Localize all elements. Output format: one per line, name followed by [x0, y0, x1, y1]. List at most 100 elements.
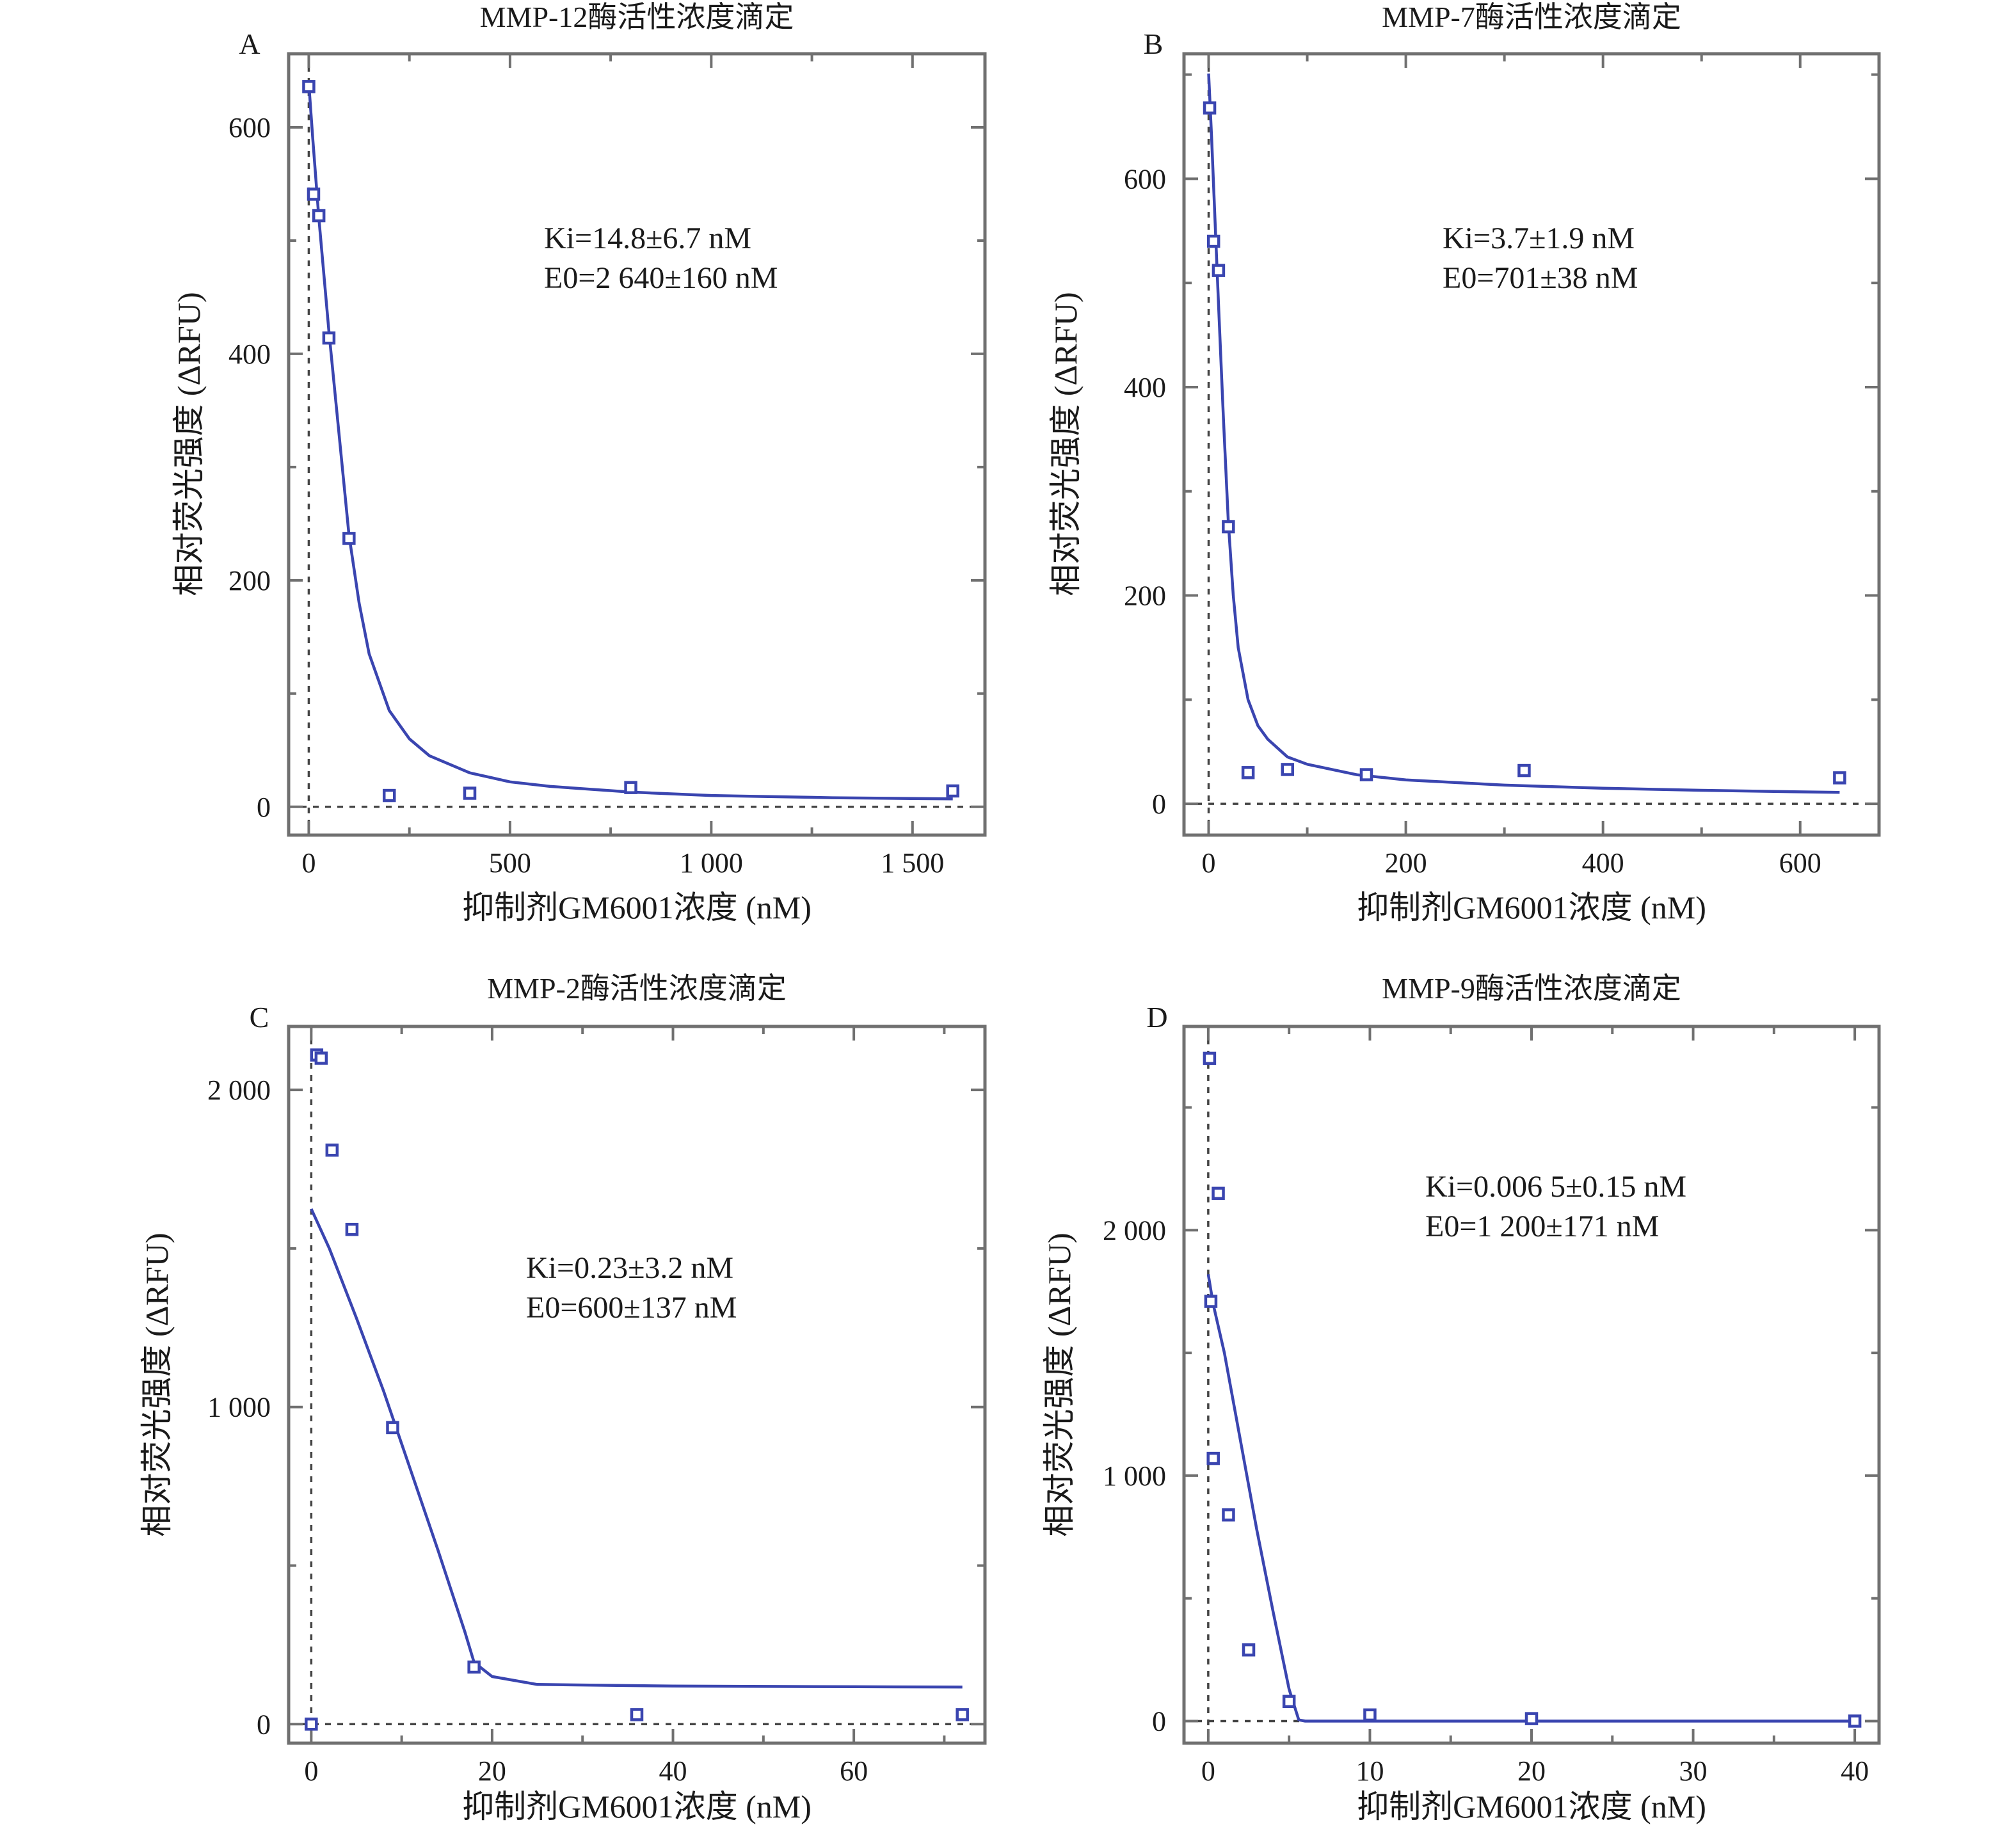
- y-tick-label: 1 000: [207, 1392, 271, 1423]
- x-tick-label: 0: [304, 1755, 318, 1787]
- data-point: [463, 786, 477, 800]
- data-point: [624, 781, 637, 794]
- y-tick-label: 0: [257, 1709, 271, 1740]
- y-axis-label: 相对荧光强度 (ΔRFU): [171, 292, 207, 596]
- fit-curve: [307, 82, 953, 801]
- data-point: [1848, 1714, 1862, 1728]
- plot-area: 0 10 20 30 40 0 1 000 2 000 Ki=0.006 5±0.15 nM E0…: [1103, 1025, 1881, 1787]
- y-tick-label: 0: [257, 792, 271, 823]
- data-point: [386, 1421, 399, 1435]
- x-tick-label: 20: [478, 1755, 506, 1787]
- x-tick-label: 400: [1582, 847, 1624, 879]
- data-point: [382, 788, 396, 802]
- ki-annotation: Ki=3.7±1.9 nM: [1443, 221, 1635, 255]
- fit-curve: [1206, 1274, 1855, 1723]
- data-point: [1363, 1708, 1377, 1722]
- data-point: [1524, 1712, 1539, 1725]
- y-tick-label: 600: [1124, 163, 1166, 195]
- data-point: [1204, 1295, 1218, 1308]
- data-point: [1241, 766, 1255, 779]
- x-tick-label: 0: [1201, 1755, 1215, 1787]
- y-axis-label: 相对荧光强度 (ΔRFU): [1041, 1233, 1077, 1536]
- data-point: [1203, 101, 1217, 115]
- data-point: [1212, 1186, 1225, 1201]
- data-point: [1359, 768, 1373, 781]
- x-tick-label: 40: [659, 1755, 687, 1787]
- chart-title: MMP-2酶活性浓度滴定: [487, 972, 787, 1005]
- x-axis-label: 抑制剂GM6001浓度 (nM): [462, 890, 812, 925]
- chart-title: MMP-12酶活性浓度滴定: [480, 1, 794, 33]
- data-point: [305, 1718, 318, 1731]
- y-tick-label: 400: [1124, 372, 1166, 403]
- data-point: [302, 80, 316, 93]
- x-tick-label: 20: [1517, 1755, 1546, 1787]
- x-tick-label: 200: [1385, 847, 1427, 879]
- x-tick-label: 600: [1779, 847, 1821, 879]
- data-point: [1833, 771, 1846, 785]
- x-axis-label: 抑制剂GM6001浓度 (nM): [1357, 890, 1706, 925]
- data-point: [946, 784, 959, 798]
- y-tick-label: 1 000: [1103, 1460, 1166, 1492]
- data-point: [314, 1051, 328, 1065]
- x-tick-label: 500: [489, 847, 531, 879]
- data-point: [1281, 763, 1294, 776]
- data-point: [1242, 1643, 1256, 1657]
- x-tick-label: 40: [1841, 1755, 1869, 1787]
- data-point: [1517, 763, 1531, 778]
- data-point: [1206, 234, 1220, 248]
- plot-area: 0 20 40 60 0 1 000 2 000 Ki=0.23±3.2 nM E0=600±1…: [207, 1025, 987, 1787]
- y-tick-label: 200: [228, 565, 271, 596]
- panel-d: 0 10 20 30 40 0 1 000 2 000 Ki=0.006 5±0.15 nM E0…: [1041, 972, 1881, 1824]
- y-tick-label: 600: [228, 112, 271, 143]
- data-point: [467, 1660, 481, 1674]
- data-point: [312, 209, 326, 223]
- y-axis-label: 相对荧光强度 (ΔRFU): [1048, 292, 1084, 596]
- e0-annotation: E0=600±137 nM: [526, 1291, 737, 1325]
- ki-annotation: Ki=14.8±6.7 nM: [544, 221, 751, 255]
- data-point: [342, 532, 356, 545]
- x-axis-label: 抑制剂GM6001浓度 (nM): [462, 1789, 812, 1824]
- plot-frame: [1182, 1025, 1881, 1745]
- chart-title: MMP-7酶活性浓度滴定: [1382, 1, 1681, 33]
- data-point: [956, 1708, 969, 1721]
- y-axis-label: 相对荧光强度 (ΔRFU): [139, 1233, 175, 1536]
- y-tick-label: 200: [1124, 580, 1166, 612]
- panel-label: D: [1146, 1001, 1167, 1033]
- plot-area: 0 500 1 000 1 500 0 200 400 600 Ki=14.8±6.7 nM E0…: [228, 52, 987, 879]
- data-point: [325, 1144, 339, 1157]
- data-point: [1203, 1051, 1217, 1065]
- panel-b: 0 200 400 600 0 200 400 600 Ki=3.7±1.9 nM E0=701±…: [1048, 1, 1881, 925]
- x-tick-label: 1 000: [680, 847, 743, 879]
- data-point: [1282, 1695, 1296, 1709]
- plot-frame: [1182, 52, 1881, 837]
- data-point: [1222, 520, 1235, 534]
- x-tick-label: 0: [1202, 847, 1216, 879]
- x-tick-label: 1 500: [881, 847, 944, 879]
- fit-curve: [310, 1208, 963, 1689]
- y-tick-label: 2 000: [207, 1074, 271, 1106]
- e0-annotation: E0=1 200±171 nM: [1425, 1209, 1659, 1243]
- ki-annotation: Ki=0.006 5±0.15 nM: [1425, 1170, 1686, 1204]
- data-point: [1206, 1451, 1220, 1465]
- data-point: [345, 1222, 359, 1236]
- panel-label: C: [250, 1001, 269, 1033]
- y-tick-label: 0: [1152, 1705, 1166, 1737]
- ki-annotation: Ki=0.23±3.2 nM: [526, 1251, 733, 1285]
- data-point: [1222, 1508, 1235, 1522]
- panel-c: 0 20 40 60 0 1 000 2 000 Ki=0.23±3.2 nM E0=600±1…: [139, 972, 987, 1824]
- panel-label: A: [239, 28, 260, 60]
- y-tick-label: 2 000: [1103, 1215, 1166, 1246]
- x-tick-label: 60: [840, 1755, 868, 1787]
- x-tick-label: 30: [1679, 1755, 1708, 1787]
- e0-annotation: E0=701±38 nM: [1443, 261, 1638, 295]
- data-point: [1212, 264, 1226, 277]
- data-point: [322, 331, 336, 345]
- panel-label: B: [1144, 28, 1164, 60]
- panel-a: 0 500 1 000 1 500 0 200 400 600 Ki=14.8±6.7 nM E0…: [171, 1, 987, 925]
- x-tick-label: 10: [1356, 1755, 1384, 1787]
- plot-frame: [287, 1025, 987, 1745]
- fit-curve: [1207, 73, 1840, 794]
- plot-area: 0 200 400 600 0 200 400 600 Ki=3.7±1.9 nM E0=701±…: [1124, 52, 1881, 879]
- x-tick-label: 0: [301, 847, 316, 879]
